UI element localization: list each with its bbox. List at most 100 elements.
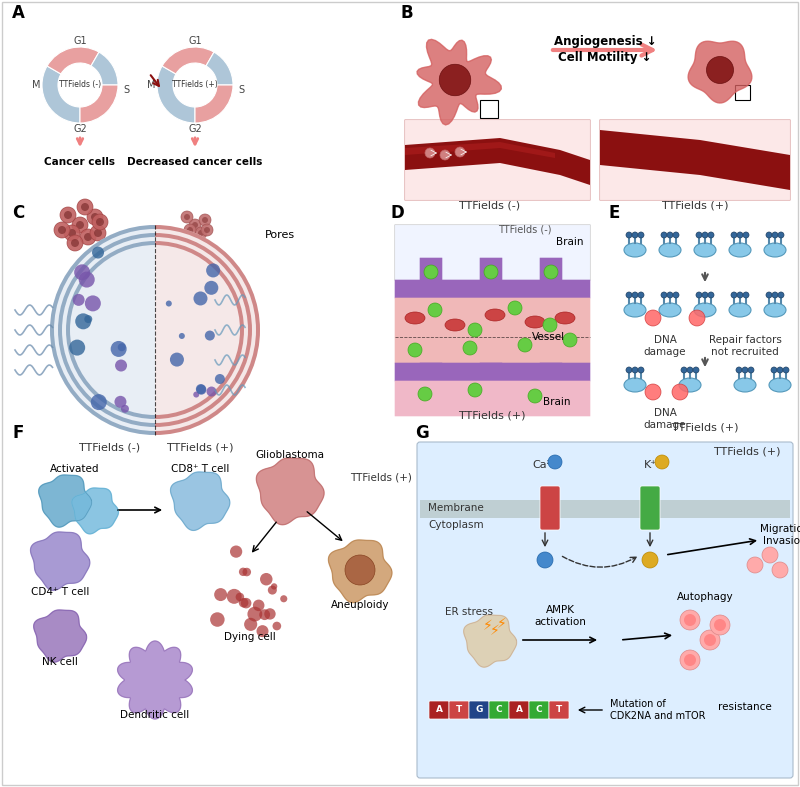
Wedge shape: [47, 47, 99, 74]
FancyBboxPatch shape: [529, 701, 549, 719]
FancyBboxPatch shape: [394, 381, 590, 416]
Circle shape: [771, 367, 777, 373]
Circle shape: [661, 292, 667, 298]
Circle shape: [90, 394, 106, 410]
Circle shape: [198, 230, 204, 236]
Text: B: B: [400, 4, 413, 22]
Wedge shape: [50, 225, 155, 435]
Circle shape: [638, 292, 644, 298]
Circle shape: [632, 292, 638, 298]
Circle shape: [260, 573, 273, 586]
Ellipse shape: [659, 303, 681, 317]
Ellipse shape: [624, 303, 646, 317]
Circle shape: [626, 292, 632, 298]
Text: TTFields (+): TTFields (+): [172, 80, 218, 90]
Ellipse shape: [624, 243, 646, 257]
Circle shape: [204, 281, 218, 295]
Polygon shape: [405, 138, 590, 185]
Circle shape: [195, 227, 207, 239]
Polygon shape: [118, 641, 192, 719]
Circle shape: [766, 292, 772, 298]
Polygon shape: [405, 142, 555, 158]
Text: CD4⁺ T cell: CD4⁺ T cell: [31, 587, 89, 597]
Text: ER stress: ER stress: [445, 607, 493, 617]
Circle shape: [184, 214, 190, 220]
Circle shape: [244, 618, 258, 631]
Circle shape: [184, 224, 196, 236]
Wedge shape: [155, 225, 260, 435]
Circle shape: [684, 614, 696, 626]
Circle shape: [439, 65, 470, 96]
Circle shape: [241, 598, 251, 608]
Wedge shape: [50, 225, 155, 435]
Circle shape: [706, 57, 734, 83]
Circle shape: [80, 229, 96, 245]
Polygon shape: [256, 458, 324, 525]
Ellipse shape: [555, 312, 575, 324]
FancyBboxPatch shape: [394, 297, 590, 364]
Circle shape: [64, 211, 72, 219]
Text: TTFields (-): TTFields (-): [59, 80, 101, 90]
Text: TTFields (+): TTFields (+): [662, 200, 728, 210]
Circle shape: [544, 265, 558, 279]
Text: Dying cell: Dying cell: [224, 632, 276, 642]
Circle shape: [528, 389, 542, 403]
Text: A: A: [515, 705, 522, 715]
Ellipse shape: [624, 378, 646, 392]
Text: K⁺: K⁺: [643, 460, 657, 470]
Circle shape: [742, 367, 748, 373]
Text: Migration
Invasion: Migration Invasion: [760, 524, 800, 546]
Text: TTFields (+): TTFields (+): [672, 422, 738, 432]
Circle shape: [280, 595, 287, 602]
Circle shape: [638, 232, 644, 238]
Circle shape: [783, 367, 789, 373]
Text: G1: G1: [188, 36, 202, 46]
Circle shape: [264, 608, 276, 619]
Circle shape: [424, 265, 438, 279]
Ellipse shape: [769, 378, 791, 392]
Ellipse shape: [694, 243, 716, 257]
Text: Activated: Activated: [50, 464, 100, 474]
Text: Angiogenesis ↓: Angiogenesis ↓: [554, 35, 656, 49]
Circle shape: [64, 225, 80, 241]
Circle shape: [204, 227, 210, 233]
Circle shape: [238, 598, 248, 608]
Circle shape: [537, 552, 553, 568]
Circle shape: [118, 343, 126, 351]
Circle shape: [85, 295, 101, 312]
Circle shape: [58, 226, 66, 234]
Circle shape: [673, 292, 679, 298]
FancyBboxPatch shape: [509, 701, 529, 719]
Circle shape: [92, 214, 108, 230]
Circle shape: [210, 612, 225, 626]
Circle shape: [194, 392, 199, 397]
FancyBboxPatch shape: [600, 120, 790, 201]
Ellipse shape: [734, 378, 756, 392]
Circle shape: [199, 214, 211, 226]
Circle shape: [704, 634, 716, 646]
Text: TTFields (-): TTFields (-): [79, 442, 141, 452]
Text: Brain: Brain: [542, 397, 570, 407]
Circle shape: [642, 552, 658, 568]
Circle shape: [743, 232, 749, 238]
Circle shape: [714, 619, 726, 631]
Circle shape: [667, 232, 673, 238]
Circle shape: [702, 292, 708, 298]
Circle shape: [236, 593, 244, 601]
Circle shape: [72, 217, 88, 233]
Circle shape: [76, 221, 84, 229]
Text: TTFields (+): TTFields (+): [166, 442, 234, 452]
Circle shape: [273, 622, 281, 630]
Circle shape: [242, 567, 251, 576]
Circle shape: [762, 547, 778, 563]
FancyBboxPatch shape: [405, 120, 590, 201]
Circle shape: [94, 229, 102, 237]
Circle shape: [202, 217, 208, 223]
Text: ⚡: ⚡: [483, 619, 493, 633]
FancyBboxPatch shape: [429, 701, 449, 719]
Circle shape: [468, 323, 482, 337]
Ellipse shape: [445, 319, 465, 331]
Circle shape: [78, 272, 94, 287]
Circle shape: [689, 310, 705, 326]
Circle shape: [772, 232, 778, 238]
